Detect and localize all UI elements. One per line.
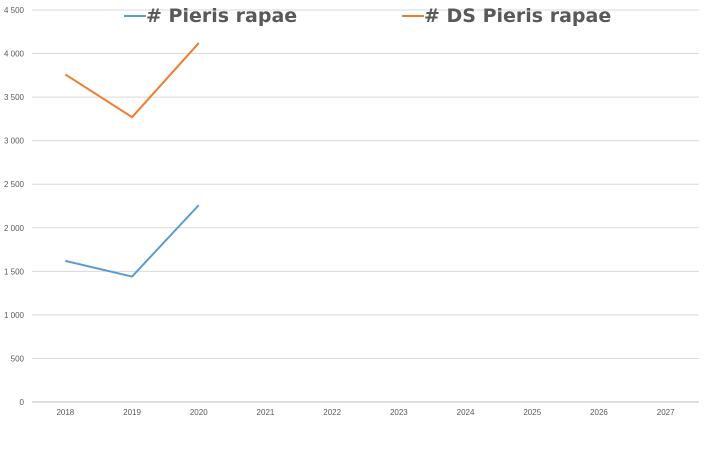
gridlines: [32, 9, 699, 403]
series-line-ds-pieris-rapae: [64, 42, 200, 119]
y-tick-label: 0: [20, 398, 25, 407]
y-tick-label: 2 500: [4, 180, 25, 189]
x-tick-label: 2025: [523, 408, 541, 417]
x-tick-label: 2022: [323, 408, 341, 417]
x-tick-label: 2023: [390, 408, 408, 417]
series-lines: [64, 42, 200, 278]
legend-label-ds-pieris-rapae: # DS Pieris rapae: [424, 5, 611, 27]
series-line-pieris-rapae: [65, 204, 200, 278]
y-tick-label: 500: [11, 354, 25, 363]
x-tick-label: 2027: [657, 408, 675, 417]
x-tick-label: 2020: [190, 408, 208, 417]
x-tick-label: 2024: [457, 408, 475, 417]
y-tick-label: 4 000: [4, 50, 25, 59]
y-tick-label: 3 000: [4, 137, 25, 146]
legend-label-pieris-rapae: # Pieris rapae: [146, 5, 297, 27]
x-tick-label: 2018: [56, 408, 74, 417]
x-tick-label: 2021: [257, 408, 275, 417]
y-tick-label: 1 500: [4, 267, 25, 276]
y-tick-label: 3 500: [4, 93, 25, 102]
y-axis-tick-labels: 0 500 1 000 1 500 2 000 2 500 3 000 3 500 4 000 4…: [4, 6, 25, 407]
y-tick-label: 4 500: [4, 6, 25, 15]
x-tick-label: 2019: [123, 408, 141, 417]
x-axis-tick-labels: 2018 2019 2020 2021 2022 2023 2024 2025 2026 2027: [56, 408, 675, 417]
legend: # Pieris rapae # DS Pieris rapae: [124, 5, 611, 27]
x-tick-label: 2026: [590, 408, 608, 417]
y-tick-label: 1 000: [4, 311, 25, 320]
y-tick-label: 2 000: [4, 224, 25, 233]
